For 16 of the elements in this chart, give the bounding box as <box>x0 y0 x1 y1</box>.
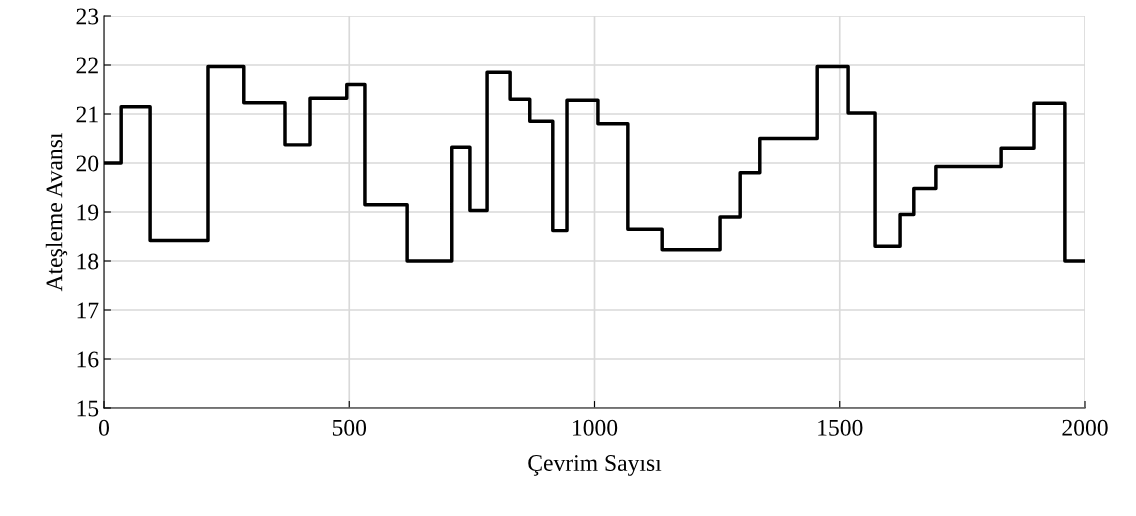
y-tick-label: 18 <box>77 253 99 270</box>
x-tick-label: 1000 <box>572 419 618 436</box>
y-tick-label: 21 <box>76 106 98 123</box>
x-tick-label: 500 <box>332 419 367 436</box>
x-tick-label: 1500 <box>818 419 863 436</box>
y-tick-label: 17 <box>77 302 99 319</box>
y-tick-label: 23 <box>76 8 99 25</box>
y-tick-label: 20 <box>76 155 99 172</box>
x-axis-title: Çevrim Sayısı <box>528 455 662 476</box>
y-tick-label: 19 <box>77 204 99 221</box>
y-axis-title: Ateşleme Avansı <box>45 133 68 292</box>
x-tick-label: 2000 <box>1062 419 1108 436</box>
y-tick-label: 22 <box>76 57 98 74</box>
y-tick-label: 16 <box>77 351 99 368</box>
x-tick-label: 0 <box>99 419 109 436</box>
y-tick-label: 15 <box>77 400 99 417</box>
